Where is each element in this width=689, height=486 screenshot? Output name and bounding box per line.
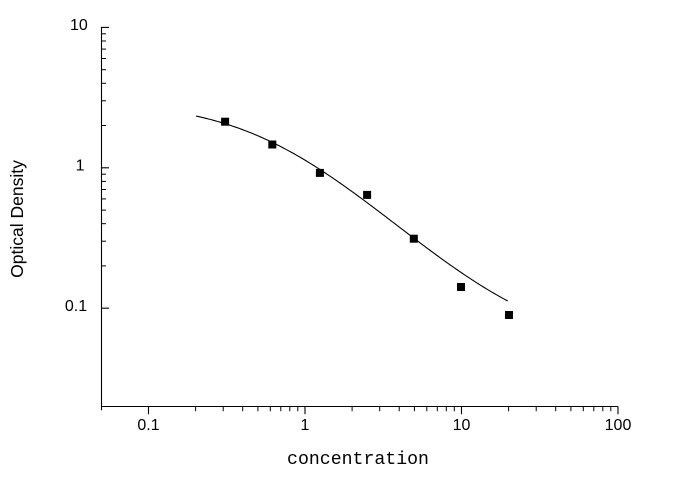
svg-text:10: 10 <box>453 417 471 434</box>
svg-text:concentration: concentration <box>287 450 429 470</box>
svg-text:Optical Density: Optical Density <box>7 160 27 278</box>
svg-text:0.1: 0.1 <box>137 417 159 434</box>
svg-text:10: 10 <box>70 17 88 34</box>
svg-text:0.1: 0.1 <box>65 298 87 315</box>
svg-text:1: 1 <box>76 157 85 174</box>
svg-text:1: 1 <box>301 417 310 434</box>
svg-text:100: 100 <box>605 417 632 434</box>
